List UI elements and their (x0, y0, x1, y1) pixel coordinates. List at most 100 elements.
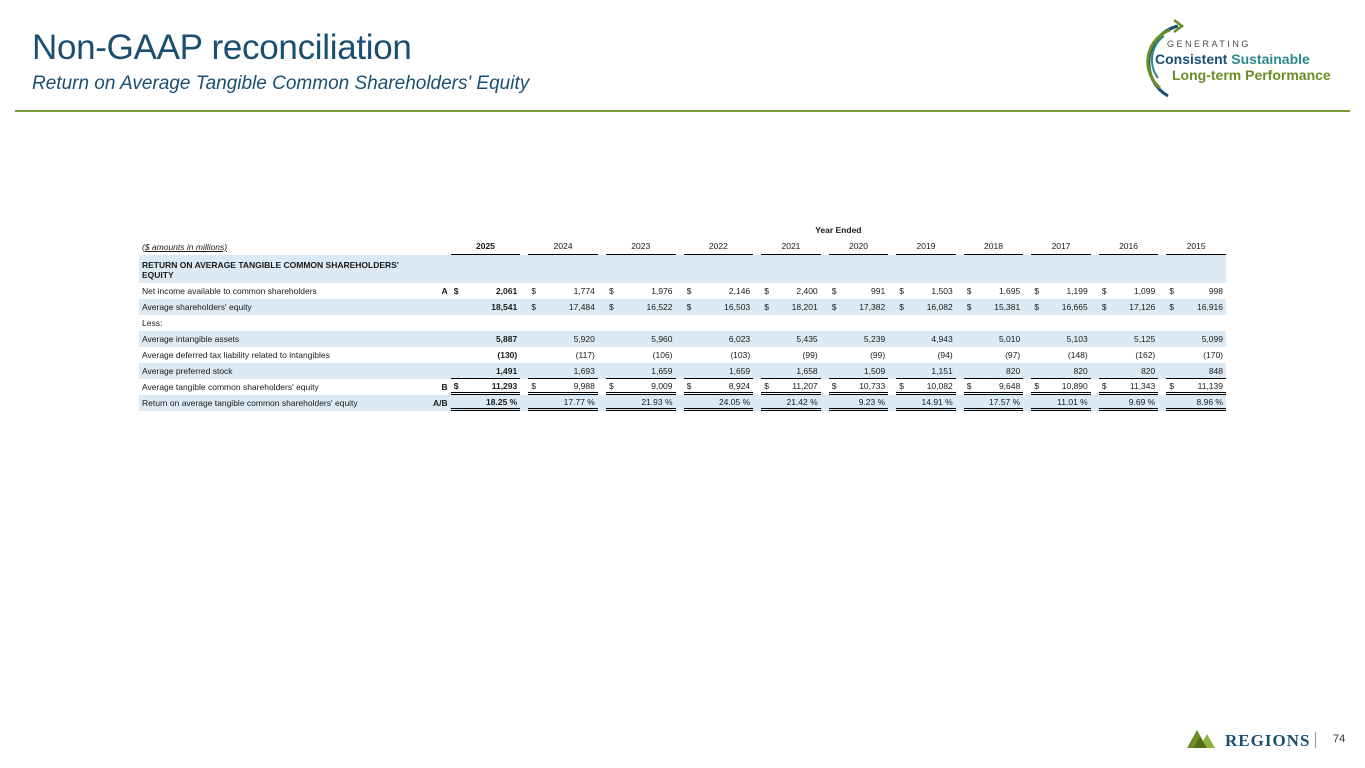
table-cell: 820 (1042, 363, 1091, 379)
table-cell: 1,693 (539, 363, 598, 379)
row-key (422, 363, 451, 379)
table-cell: 16,522 (616, 299, 676, 315)
dollar-sign (1031, 331, 1043, 347)
table-cell (539, 255, 598, 283)
table-cell: 5,125 (1109, 331, 1159, 347)
table-cell: 17,484 (539, 299, 598, 315)
dollar-sign (1031, 347, 1042, 363)
dollar-sign: $ (899, 286, 905, 296)
table-row: Average intangible assets 5,887 5,920 5,960… (139, 331, 1226, 347)
table-cell: 1,099 (1133, 286, 1156, 296)
table-cell: (117) (575, 350, 595, 360)
table-cell: 9,009 (616, 379, 676, 395)
dollar-sign (828, 331, 840, 347)
row-label: Less: (142, 318, 163, 328)
table-cell: (162) (1135, 350, 1156, 360)
table-cell: 24.05 % (694, 395, 754, 411)
badge-line-2: Long-term Performance (1172, 67, 1331, 83)
table-cell: 16,082 (907, 299, 956, 315)
table-cell (1042, 255, 1091, 283)
table-cell: 15,381 (974, 299, 1024, 315)
dollar-sign (761, 255, 773, 283)
year-header: 2024 (528, 238, 598, 255)
dollar-sign (528, 331, 540, 347)
dollar-sign: $ (1098, 379, 1110, 395)
table-cell: 10,890 (1042, 379, 1091, 395)
units-label: ($ amounts in millions) (142, 241, 228, 252)
table-cell: 1,976 (651, 286, 673, 296)
dollar-sign (828, 363, 840, 379)
dollar-sign (1031, 315, 1042, 331)
table-cell: 18.25 % (461, 395, 521, 411)
table-cell: 820 (974, 363, 1024, 379)
badge-consistent: Consistent (1155, 51, 1228, 67)
dollar-sign (1098, 363, 1110, 379)
year-header: 2020 (828, 238, 889, 255)
dollar-sign (528, 395, 540, 411)
table-cell: 2,061 (495, 286, 518, 296)
dollar-sign (1031, 255, 1043, 283)
table-cell: 1,199 (1066, 286, 1088, 296)
dollar-sign (450, 255, 462, 283)
row-label: RETURN ON AVERAGE TANGIBLE COMMON SHAREH… (139, 255, 423, 283)
dollar-sign (605, 395, 617, 411)
table-cell: 1,151 (907, 363, 956, 379)
table-cell (617, 315, 676, 331)
table-cell (462, 315, 521, 331)
table-cell (694, 255, 754, 283)
row-key (422, 299, 451, 315)
dollar-sign (1166, 331, 1178, 347)
year-header: 2021 (761, 238, 821, 255)
dollar-sign: $ (450, 379, 462, 395)
year-header-row: ($ amounts in millions) 2025 2024 2023 2022 2… (139, 238, 1226, 255)
dollar-sign (605, 331, 617, 347)
dollar-sign (829, 347, 840, 363)
table-cell: 16,665 (1042, 299, 1091, 315)
table-cell (539, 315, 598, 331)
table-cell: 991 (871, 286, 886, 296)
row-label: Net income available to common sharehold… (142, 286, 317, 296)
table-cell: 1,491 (461, 363, 521, 379)
table-cell (974, 255, 1024, 283)
table-cell: 5,920 (539, 331, 598, 347)
dollar-sign (528, 315, 539, 331)
dollar-sign (828, 395, 840, 411)
year-header: 2015 (1166, 238, 1226, 255)
dollar-sign (829, 315, 840, 331)
dollar-sign (683, 255, 695, 283)
dollar-sign (761, 315, 772, 331)
table-cell (1177, 315, 1226, 331)
dollar-sign (1098, 255, 1110, 283)
table-cell (461, 255, 521, 283)
table-cell: 4,943 (907, 331, 956, 347)
dollar-sign (451, 315, 462, 331)
year-header: 2016 (1098, 238, 1159, 255)
table-cell: 1,659 (616, 363, 676, 379)
table-cell (1042, 315, 1091, 331)
dollar-sign: $ (1166, 299, 1178, 315)
table-row: Average deferred tax liability related t… (139, 347, 1226, 363)
table-cell: 1,659 (694, 363, 754, 379)
dollar-sign (896, 255, 908, 283)
dollar-sign (761, 347, 772, 363)
dollar-sign: $ (896, 379, 908, 395)
dollar-sign (683, 395, 695, 411)
dollar-sign (450, 299, 462, 315)
page-number: 74 (1333, 733, 1346, 745)
table-cell (616, 255, 676, 283)
table-cell (840, 315, 889, 331)
table-cell: (148) (1067, 350, 1088, 360)
dollar-sign (1099, 315, 1110, 331)
table-cell (694, 315, 753, 331)
reconciliation-table: Year Ended ($ amounts in millions) 2025 202… (139, 222, 1226, 411)
table-cell: 5,103 (1042, 331, 1091, 347)
table-cell: 5,239 (839, 331, 889, 347)
dollar-sign: $ (828, 379, 840, 395)
table-cell: 17,126 (1109, 299, 1159, 315)
dollar-sign (683, 331, 695, 347)
dollar-sign (896, 363, 908, 379)
row-label: Average tangible common shareholders' eq… (142, 382, 319, 392)
row-key (422, 255, 451, 283)
table-row: Less: (139, 315, 1226, 331)
dollar-sign (1166, 363, 1178, 379)
